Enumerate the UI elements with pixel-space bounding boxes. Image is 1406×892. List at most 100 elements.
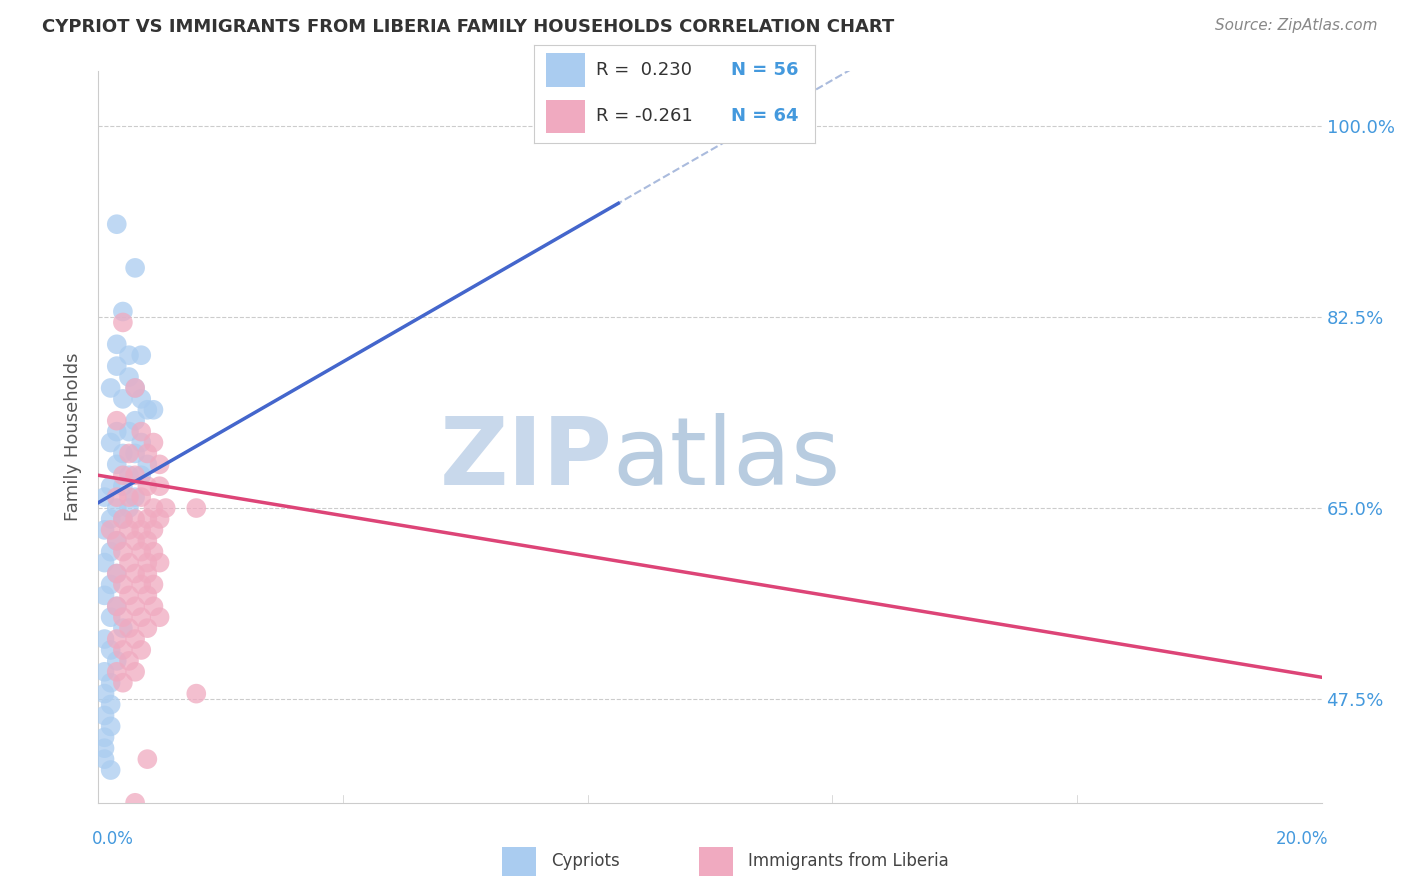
Point [124, 665, 146, 679]
Point [129, 545, 152, 559]
Point [105, 458, 128, 472]
Point [105, 359, 128, 373]
Text: Cypriots: Cypriots [551, 852, 620, 870]
Text: CYPRIOT VS IMMIGRANTS FROM LIBERIA FAMILY HOUSEHOLDS CORRELATION CHART: CYPRIOT VS IMMIGRANTS FROM LIBERIA FAMIL… [42, 18, 894, 36]
Point [129, 392, 152, 406]
Point [105, 665, 128, 679]
Point [105, 632, 128, 646]
Text: 0.0%: 0.0% [93, 830, 134, 848]
Point [142, 402, 165, 417]
Point [136, 752, 159, 766]
Point [100, 577, 122, 591]
Point [118, 501, 141, 516]
Point [100, 479, 122, 493]
Point [105, 599, 128, 614]
Point [186, 687, 208, 701]
Point [129, 643, 152, 657]
Text: N = 56: N = 56 [731, 62, 799, 79]
Point [93, 588, 115, 602]
Point [93, 665, 115, 679]
Point [124, 381, 146, 395]
Point [142, 545, 165, 559]
Point [100, 545, 122, 559]
Point [118, 523, 141, 537]
Point [124, 381, 146, 395]
Point [136, 446, 159, 460]
Text: ZIP: ZIP [439, 413, 612, 505]
Point [105, 533, 128, 548]
Point [111, 577, 134, 591]
Point [124, 490, 146, 504]
Point [93, 523, 115, 537]
Point [93, 632, 115, 646]
Point [124, 446, 146, 460]
Point [129, 468, 152, 483]
Point [111, 610, 134, 624]
Point [118, 446, 141, 460]
Point [142, 435, 165, 450]
Point [129, 610, 152, 624]
Bar [546, 100, 585, 133]
Point [129, 523, 152, 537]
Point [105, 217, 128, 231]
Point [105, 566, 128, 581]
Point [100, 698, 122, 712]
Text: R = -0.261: R = -0.261 [596, 107, 693, 125]
Text: Source: ZipAtlas.com: Source: ZipAtlas.com [1215, 18, 1378, 33]
Text: atlas: atlas [612, 413, 841, 505]
Point [111, 545, 134, 559]
Point [136, 512, 159, 526]
Point [124, 468, 146, 483]
Bar [546, 54, 585, 87]
Bar [699, 847, 734, 876]
Point [105, 501, 128, 516]
Point [93, 741, 115, 756]
Point [136, 566, 159, 581]
Point [124, 566, 146, 581]
Point [136, 458, 159, 472]
Point [155, 501, 177, 516]
Point [93, 556, 115, 570]
Point [111, 446, 134, 460]
Point [118, 556, 141, 570]
Point [111, 621, 134, 635]
Point [105, 425, 128, 439]
Point [111, 315, 134, 329]
Point [111, 479, 134, 493]
Text: N = 64: N = 64 [731, 107, 799, 125]
Point [111, 468, 134, 483]
Point [111, 392, 134, 406]
Point [93, 752, 115, 766]
Point [100, 675, 122, 690]
Point [118, 425, 141, 439]
Point [93, 731, 115, 745]
Bar [502, 847, 536, 876]
Point [105, 599, 128, 614]
Y-axis label: Family Households: Family Households [65, 353, 83, 521]
Text: 20.0%: 20.0% [1275, 830, 1327, 848]
Point [111, 512, 134, 526]
Point [136, 402, 159, 417]
Point [93, 708, 115, 723]
Point [100, 523, 122, 537]
Point [124, 414, 146, 428]
Point [105, 490, 128, 504]
Point [111, 675, 134, 690]
Point [118, 490, 141, 504]
Point [149, 458, 172, 472]
Point [118, 588, 141, 602]
Point [118, 348, 141, 362]
Point [129, 425, 152, 439]
Point [124, 512, 146, 526]
Point [100, 763, 122, 777]
Point [111, 643, 134, 657]
Point [142, 501, 165, 516]
Point [136, 621, 159, 635]
Point [100, 512, 122, 526]
Point [124, 599, 146, 614]
Point [149, 556, 172, 570]
Point [136, 556, 159, 570]
Point [93, 687, 115, 701]
Point [124, 796, 146, 810]
Point [129, 490, 152, 504]
